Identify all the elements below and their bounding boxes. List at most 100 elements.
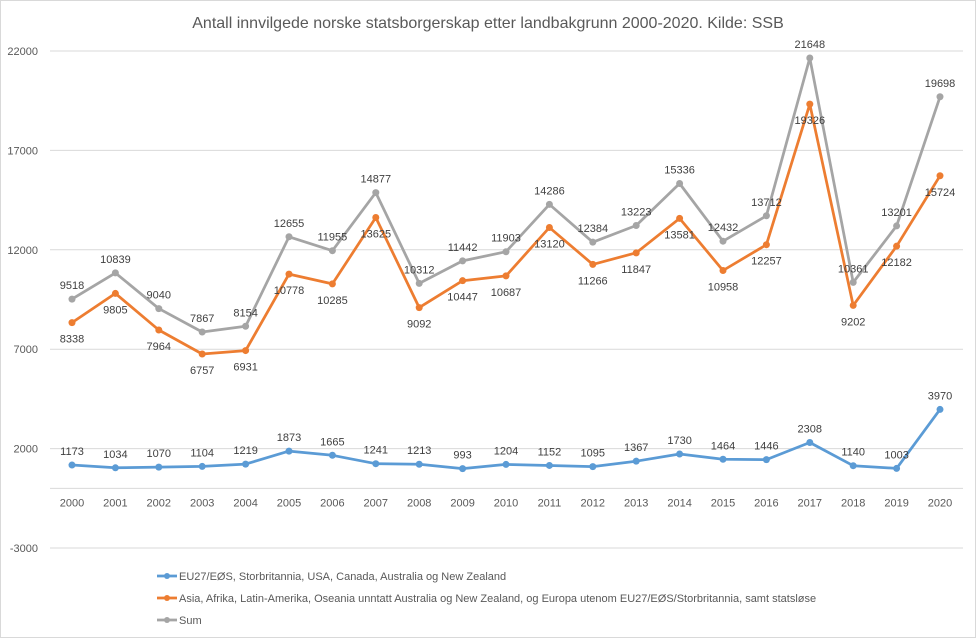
- data-labels: 1173 1034 1070 1104 1219 1873 1665 1241 1213 993 1…: [60, 39, 956, 462]
- data-point[interactable]: [198, 462, 206, 470]
- legend-label: EU27/EØS, Storbritannia, USA, Canada, Au…: [179, 571, 506, 583]
- data-label: 9518: [60, 280, 84, 292]
- data-point[interactable]: [459, 257, 467, 265]
- data-point[interactable]: [415, 460, 423, 468]
- data-label: 1140: [841, 447, 865, 459]
- data-point[interactable]: [849, 462, 857, 470]
- data-point[interactable]: [762, 241, 770, 249]
- data-point[interactable]: [632, 221, 640, 229]
- legend-swatch-marker: [164, 617, 170, 623]
- x-tick-label: 2017: [798, 497, 822, 509]
- data-label: 1173: [60, 446, 84, 458]
- data-point[interactable]: [111, 269, 119, 277]
- data-label: 10447: [447, 292, 478, 304]
- data-point[interactable]: [806, 438, 814, 446]
- data-point[interactable]: [936, 405, 944, 413]
- data-point[interactable]: [545, 200, 553, 208]
- data-point[interactable]: [68, 319, 76, 327]
- x-tick-label: 2011: [538, 497, 562, 509]
- data-point[interactable]: [545, 224, 553, 232]
- data-point[interactable]: [372, 189, 380, 197]
- data-point[interactable]: [242, 460, 250, 468]
- data-point[interactable]: [198, 350, 206, 358]
- data-point[interactable]: [285, 233, 293, 241]
- data-point[interactable]: [676, 450, 684, 458]
- data-point[interactable]: [676, 179, 684, 187]
- data-point[interactable]: [68, 295, 76, 303]
- data-label: 13223: [621, 206, 652, 218]
- data-point[interactable]: [676, 214, 684, 222]
- legend: EU27/EØS, Storbritannia, USA, Canada, Au…: [157, 571, 816, 627]
- data-label: 15724: [925, 187, 956, 199]
- x-tick-label: 2015: [711, 497, 735, 509]
- legend-item-3[interactable]: Sum: [157, 615, 202, 627]
- data-point[interactable]: [328, 280, 336, 288]
- legend-label: Asia, Afrika, Latin-Amerika, Oseania unn…: [179, 593, 816, 605]
- data-point[interactable]: [589, 238, 597, 246]
- data-point[interactable]: [198, 328, 206, 336]
- data-label: 9805: [103, 304, 127, 316]
- data-point[interactable]: [372, 213, 380, 221]
- data-point[interactable]: [632, 457, 640, 465]
- x-tick-label: 2007: [364, 497, 388, 509]
- data-point[interactable]: [502, 248, 510, 256]
- data-label: 1446: [754, 441, 778, 453]
- data-point[interactable]: [719, 267, 727, 275]
- series-3: [68, 54, 944, 336]
- data-point[interactable]: [111, 464, 119, 472]
- data-label: 19698: [925, 78, 956, 90]
- data-point[interactable]: [502, 272, 510, 280]
- data-point[interactable]: [155, 326, 163, 334]
- x-tick-label: 2012: [581, 497, 605, 509]
- data-point[interactable]: [415, 279, 423, 287]
- data-point[interactable]: [415, 304, 423, 312]
- data-point[interactable]: [893, 242, 901, 250]
- data-point[interactable]: [545, 461, 553, 469]
- data-label: 19326: [795, 115, 826, 127]
- data-label: 12182: [881, 257, 912, 269]
- data-point[interactable]: [589, 260, 597, 268]
- data-point[interactable]: [849, 278, 857, 286]
- data-point[interactable]: [632, 249, 640, 257]
- data-point[interactable]: [242, 347, 250, 355]
- data-point[interactable]: [459, 465, 467, 473]
- data-point[interactable]: [459, 277, 467, 285]
- data-point[interactable]: [806, 100, 814, 108]
- data-point[interactable]: [893, 222, 901, 230]
- data-point[interactable]: [719, 237, 727, 245]
- legend-item-2[interactable]: Asia, Afrika, Latin-Amerika, Oseania unn…: [157, 593, 816, 605]
- data-point[interactable]: [328, 451, 336, 459]
- x-tick-label: 2016: [754, 497, 778, 509]
- data-point[interactable]: [155, 305, 163, 313]
- data-point[interactable]: [719, 455, 727, 463]
- data-point[interactable]: [328, 247, 336, 255]
- data-point[interactable]: [936, 172, 944, 180]
- data-point[interactable]: [762, 212, 770, 220]
- data-point[interactable]: [502, 460, 510, 468]
- data-point[interactable]: [242, 322, 250, 330]
- x-tick-label: 2003: [190, 497, 214, 509]
- data-point[interactable]: [372, 460, 380, 468]
- data-point[interactable]: [806, 54, 814, 62]
- data-point[interactable]: [155, 463, 163, 471]
- data-label: 21648: [795, 39, 826, 51]
- data-label: 13581: [664, 229, 695, 241]
- legend-swatch-marker: [164, 573, 170, 579]
- data-label: 13712: [751, 197, 782, 209]
- data-point[interactable]: [68, 461, 76, 469]
- data-point[interactable]: [849, 301, 857, 309]
- data-point[interactable]: [285, 270, 293, 278]
- legend-swatch-marker: [164, 595, 170, 601]
- legend-item-1[interactable]: EU27/EØS, Storbritannia, USA, Canada, Au…: [157, 571, 506, 583]
- data-point[interactable]: [589, 463, 597, 471]
- data-point[interactable]: [285, 447, 293, 455]
- data-point[interactable]: [762, 456, 770, 464]
- data-label: 1204: [494, 445, 518, 457]
- x-tick-label: 2018: [841, 497, 865, 509]
- x-tick-label: 2019: [884, 497, 908, 509]
- data-point[interactable]: [111, 289, 119, 297]
- data-point[interactable]: [893, 464, 901, 472]
- data-point[interactable]: [936, 93, 944, 101]
- x-tick-label: 2004: [233, 497, 257, 509]
